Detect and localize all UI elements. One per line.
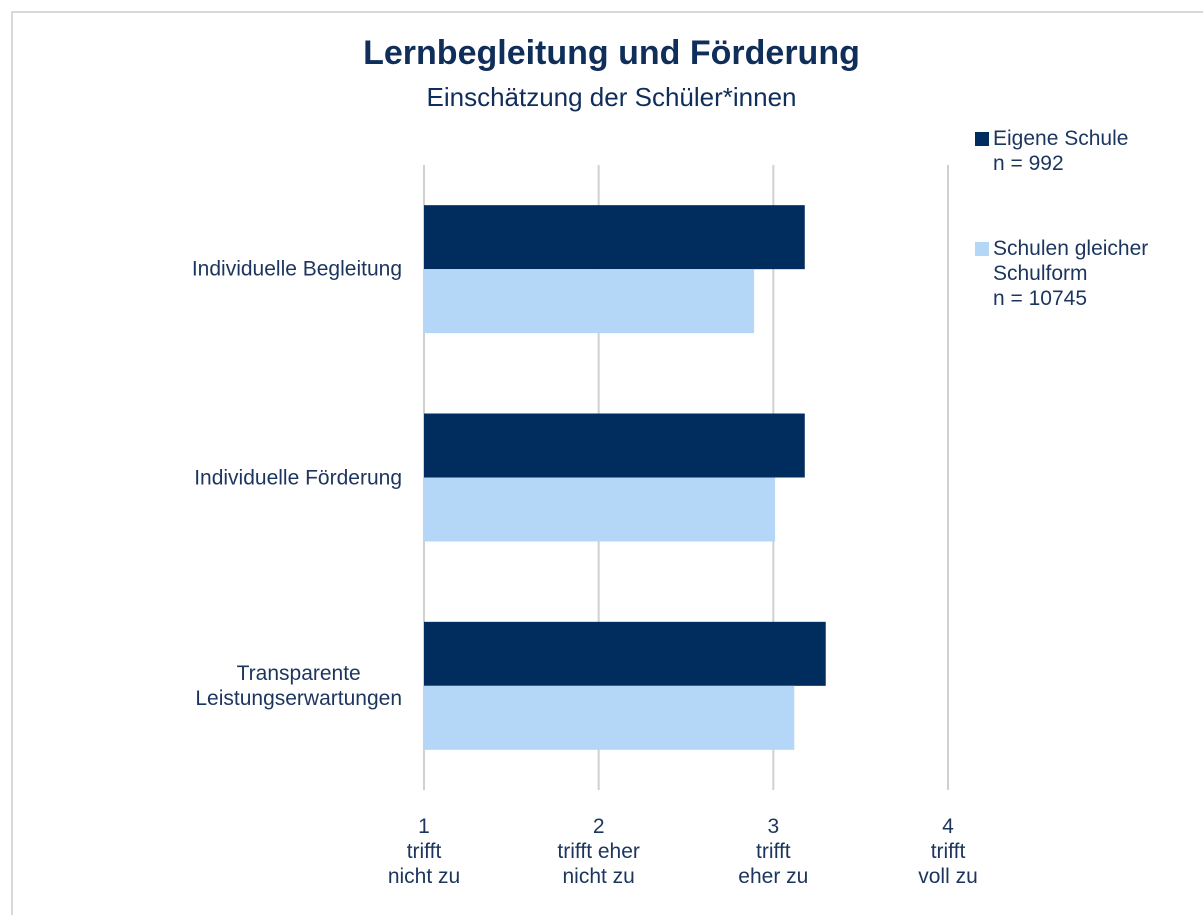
y-tick-label: Transparente Leistungserwartungen xyxy=(195,661,402,710)
legend-label: Eigene Schule n = 992 xyxy=(993,127,1129,175)
chart-title: Lernbegleitung und Förderung xyxy=(363,34,860,72)
bar xyxy=(424,413,805,478)
chart-subtitle: Einschätzung der Schüler*innen xyxy=(426,82,797,112)
bar xyxy=(424,205,805,270)
bar xyxy=(424,477,776,542)
legend-swatch xyxy=(975,242,989,256)
x-tick-label: 2 trifft eher nicht zu xyxy=(557,815,640,888)
x-tick-label: 4 trifft voll zu xyxy=(918,815,978,888)
bar xyxy=(424,269,755,334)
y-tick-label: Individuelle Begleitung xyxy=(191,257,402,281)
y-tick-label: Individuelle Förderung xyxy=(194,466,402,489)
bar xyxy=(424,685,795,750)
legend-swatch xyxy=(975,132,989,146)
x-tick-label: 1 trifft nicht zu xyxy=(387,815,461,888)
bar xyxy=(424,621,826,686)
x-tick-label: 3 trifft eher zu xyxy=(738,815,809,888)
legend-label: Schulen gleicher Schulform n = 10745 xyxy=(993,237,1149,310)
